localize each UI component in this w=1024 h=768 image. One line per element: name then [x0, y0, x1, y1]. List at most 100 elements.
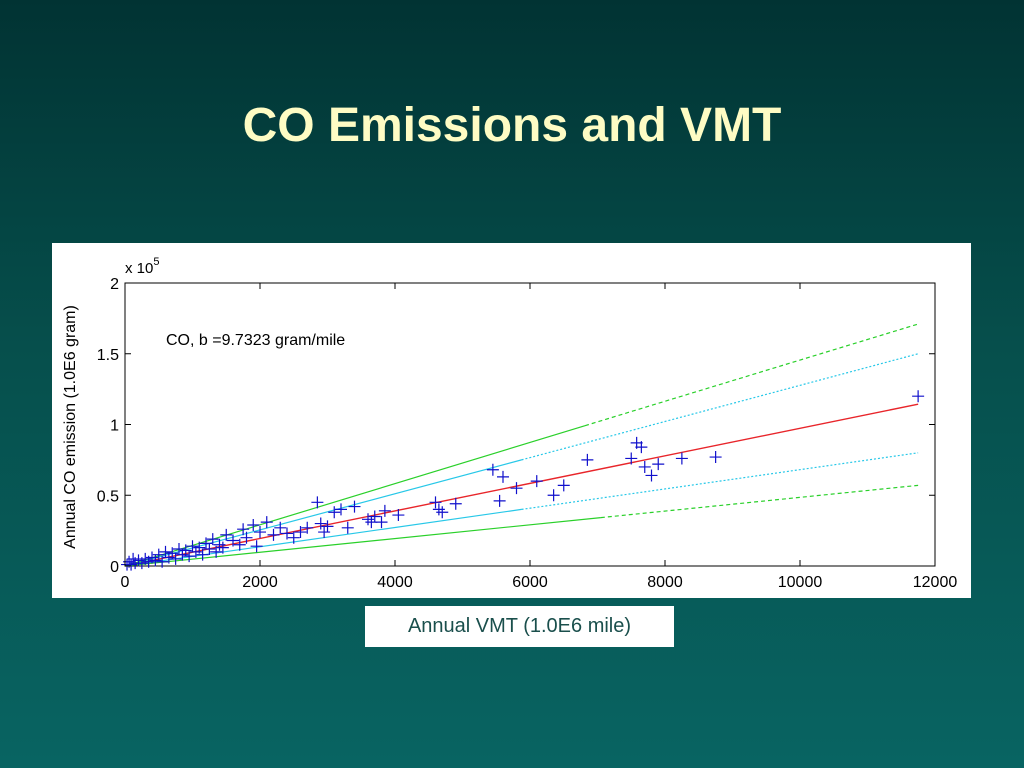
- data-point: [625, 452, 638, 465]
- data-point: [675, 452, 688, 465]
- data-point: [152, 548, 165, 561]
- data-point: [912, 390, 925, 403]
- data-points-layer: [121, 390, 925, 571]
- data-point: [203, 543, 216, 556]
- y-multiplier-label: x 105: [125, 256, 159, 277]
- data-point: [486, 463, 499, 476]
- chart-annotation: CO, b =9.7323 gram/mile: [166, 332, 345, 349]
- data-point: [362, 513, 374, 526]
- y-multiplier-exponent: 5: [153, 256, 159, 268]
- data-point: [449, 497, 462, 510]
- data-point: [250, 540, 263, 553]
- data-point: [186, 540, 199, 553]
- data-point: [274, 521, 287, 534]
- data-point: [301, 521, 314, 534]
- data-point: [547, 489, 560, 502]
- fit-lines-layer: [124, 323, 919, 567]
- data-point: [392, 509, 405, 522]
- data-point: [210, 545, 223, 558]
- data-point: [237, 523, 250, 536]
- lower-prediction-line-dashed: [600, 484, 919, 519]
- x-tick-label: 4000: [377, 574, 413, 591]
- data-point: [173, 543, 185, 556]
- data-point: [200, 537, 212, 550]
- chart-panel: 0 2000 4000 6000 8000 10000 12000 0 0.5 1 1.5 2 x 1…: [52, 243, 971, 598]
- x-tick-label: 6000: [512, 574, 548, 591]
- data-point: [206, 533, 219, 546]
- y-tick-label: 2: [110, 276, 119, 293]
- data-point: [233, 538, 246, 551]
- data-point: [179, 544, 192, 557]
- data-point: [493, 494, 506, 507]
- data-point: [436, 506, 449, 519]
- data-point: [213, 538, 226, 551]
- data-point: [432, 503, 445, 516]
- data-point: [166, 547, 179, 560]
- data-point: [497, 470, 509, 483]
- y-axis-label: Annual CO emission (1.0E6 gram): [62, 305, 79, 549]
- data-point: [365, 516, 378, 529]
- data-point: [635, 441, 648, 454]
- data-point: [149, 554, 162, 567]
- data-point: [281, 527, 293, 540]
- x-tick-label: 8000: [647, 574, 683, 591]
- data-point: [196, 548, 209, 561]
- upper-prediction-line: [124, 425, 586, 567]
- data-point: [183, 550, 196, 563]
- data-point: [146, 551, 158, 564]
- data-point: [314, 517, 327, 530]
- data-point: [169, 552, 182, 565]
- data-point: [247, 518, 260, 531]
- y-tick-label: 0.5: [97, 488, 119, 505]
- data-point: [294, 526, 307, 539]
- data-point: [378, 504, 391, 517]
- upper-prediction-line-dashed: [584, 323, 919, 427]
- data-point: [375, 516, 388, 529]
- y-tick-label: 1.5: [97, 347, 119, 364]
- lower-confidence-line: [124, 508, 522, 567]
- data-point: [193, 541, 206, 554]
- data-point: [260, 516, 273, 529]
- x-tick-label: 12000: [913, 574, 958, 591]
- lower-prediction-line: [124, 517, 601, 567]
- data-point: [348, 500, 361, 513]
- plot-frame: [124, 282, 936, 567]
- data-point: [709, 451, 722, 464]
- data-point: [132, 554, 145, 567]
- upper-confidence-line: [124, 459, 522, 567]
- data-point: [240, 531, 253, 544]
- data-point: [227, 534, 239, 547]
- data-point: [328, 506, 341, 519]
- axis-ticks-layer: 0 2000 4000 6000 8000 10000 12000 0 0.5 1 1.5 2: [97, 276, 958, 591]
- data-point: [341, 521, 354, 534]
- data-point: [318, 526, 331, 539]
- data-point: [652, 458, 665, 471]
- data-point: [156, 555, 169, 568]
- data-point: [220, 528, 233, 541]
- data-point: [159, 545, 172, 558]
- data-point: [645, 469, 658, 482]
- x-tick-label: 0: [121, 574, 130, 591]
- data-point: [254, 526, 266, 539]
- y-tick-label: 1: [110, 418, 119, 435]
- co-vmt-scatter-chart: 0 2000 4000 6000 8000 10000 12000 0 0.5 1 1.5 2 x 1…: [62, 256, 958, 591]
- data-point: [429, 496, 442, 509]
- regression-line: [124, 403, 919, 567]
- x-axis-caption: Annual VMT (1.0E6 mile): [365, 606, 674, 647]
- data-point: [638, 460, 651, 473]
- data-point: [335, 503, 347, 516]
- data-point: [510, 482, 523, 495]
- slide-title: CO Emissions and VMT: [242, 99, 782, 152]
- y-tick-label: 0: [110, 559, 119, 576]
- y-multiplier-base: x 10: [125, 260, 153, 277]
- data-point: [216, 541, 229, 554]
- data-point: [311, 496, 324, 509]
- data-point: [139, 552, 152, 565]
- x-tick-label: 10000: [778, 574, 823, 591]
- data-point: [557, 479, 570, 492]
- x-tick-label: 2000: [242, 574, 278, 591]
- data-point: [530, 475, 543, 488]
- data-point: [287, 531, 300, 544]
- data-point: [581, 453, 594, 466]
- data-point: [267, 528, 280, 541]
